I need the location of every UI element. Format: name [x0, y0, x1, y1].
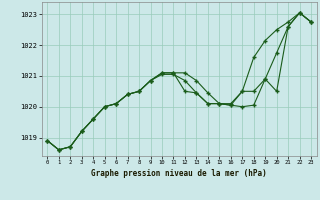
X-axis label: Graphe pression niveau de la mer (hPa): Graphe pression niveau de la mer (hPa): [91, 169, 267, 178]
